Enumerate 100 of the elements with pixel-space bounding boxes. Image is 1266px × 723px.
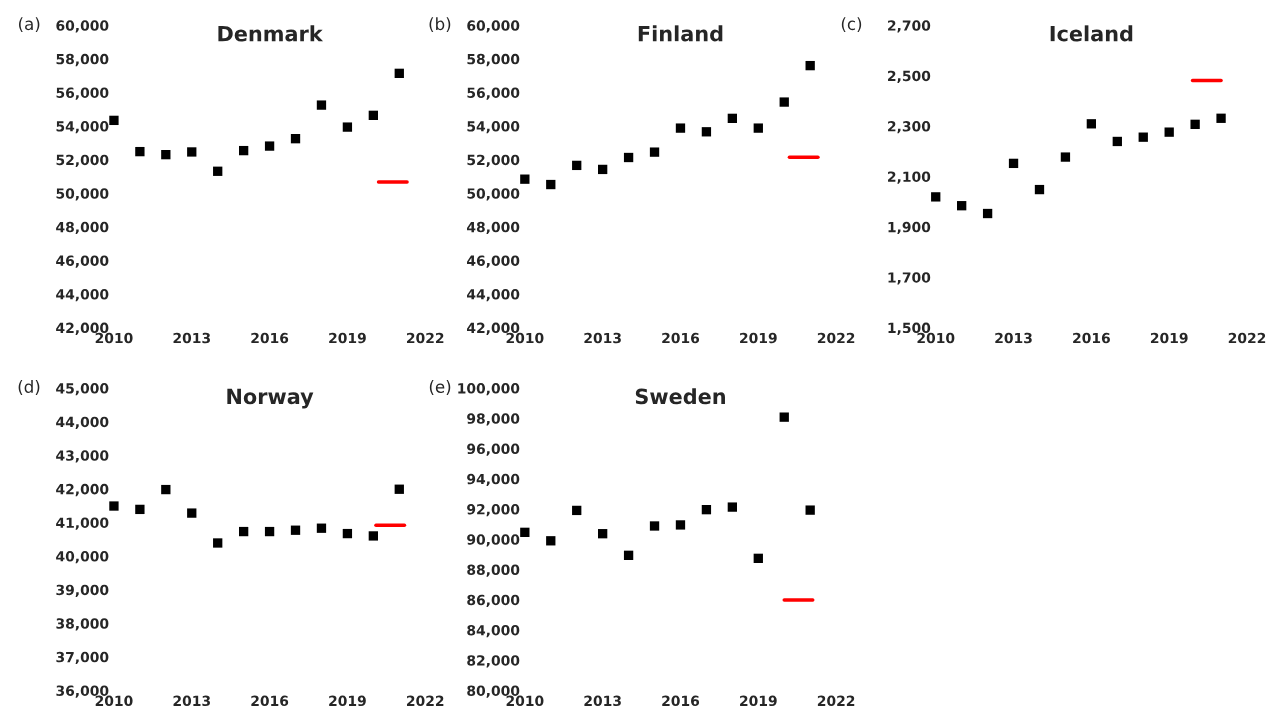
x-tick-label: 2019 xyxy=(329,332,366,344)
point xyxy=(779,412,789,422)
text: (a) xyxy=(19,17,40,33)
y-tick-label: 84,000 xyxy=(467,624,520,638)
y-tick-label: 58,000 xyxy=(56,53,109,67)
point xyxy=(1008,158,1019,169)
point xyxy=(805,60,815,71)
point xyxy=(1216,113,1226,123)
y-tick-label: 37,000 xyxy=(56,651,109,665)
point xyxy=(238,526,249,537)
point xyxy=(572,160,582,171)
y-tick-label: 60,000 xyxy=(56,20,109,33)
point xyxy=(238,145,249,156)
x-tick-label: 2016 xyxy=(251,695,289,707)
point xyxy=(213,166,223,176)
text: (b) xyxy=(429,17,451,33)
point xyxy=(316,100,327,110)
y-tick-label: 46,000 xyxy=(467,255,520,268)
text: (d) xyxy=(18,380,40,395)
y-tick-label: 40,000 xyxy=(56,551,109,564)
chart-title: Iceland xyxy=(1050,25,1133,42)
point xyxy=(649,521,660,531)
y-tick-label: 98,000 xyxy=(467,413,520,426)
point xyxy=(598,529,608,539)
y-tick-label: 38,000 xyxy=(56,618,109,631)
point xyxy=(982,208,993,219)
y-tick-label: 2,700 xyxy=(888,20,931,33)
y-tick-label: 50,000 xyxy=(467,188,520,201)
y-tick-label: 90,000 xyxy=(467,534,520,547)
point xyxy=(1138,132,1148,142)
x-tick-label: 2022 xyxy=(406,332,444,344)
x-tick-label: 2022 xyxy=(1228,332,1266,344)
point xyxy=(213,538,223,548)
y-tick-label: 1,900 xyxy=(888,221,931,235)
y-tick-label: 100,000 xyxy=(458,383,520,396)
chart-title: Denmark xyxy=(218,25,324,42)
x-tick-label: 2022 xyxy=(817,695,855,707)
y-tick-label: 39,000 xyxy=(56,584,109,597)
point xyxy=(675,520,686,530)
x-tick-label: 2013 xyxy=(584,332,621,344)
y-tick-label: 41,000 xyxy=(56,517,109,530)
point xyxy=(520,174,530,184)
point xyxy=(753,123,763,133)
point xyxy=(109,501,119,511)
point xyxy=(394,68,404,78)
y-tick-label: 56,000 xyxy=(467,87,520,100)
point xyxy=(1034,184,1045,195)
y-tick-label: 94,000 xyxy=(467,473,520,487)
point xyxy=(957,201,967,211)
point xyxy=(394,484,404,494)
x-tick-label: 2013 xyxy=(584,695,621,707)
text: (e) xyxy=(429,380,451,395)
x-tick-label: 2019 xyxy=(740,332,777,344)
y-tick-label: 42,000 xyxy=(56,483,109,497)
y-tick-label: 48,000 xyxy=(56,221,109,235)
point xyxy=(316,523,327,533)
point xyxy=(931,192,941,202)
point xyxy=(727,113,738,124)
point xyxy=(290,525,301,535)
x-tick-label: 2016 xyxy=(662,695,700,707)
point xyxy=(161,484,171,495)
y-tick-label: 44,000 xyxy=(56,289,109,302)
y-tick-label: 54,000 xyxy=(56,121,109,134)
point xyxy=(1060,152,1071,162)
point xyxy=(109,115,119,126)
y-tick-label: 60,000 xyxy=(467,20,520,33)
y-tick-label: 88,000 xyxy=(467,564,520,577)
y-tick-label: 86,000 xyxy=(467,594,520,608)
point xyxy=(187,508,197,518)
point xyxy=(368,110,378,120)
y-tick-label: 50,000 xyxy=(56,188,109,201)
x-tick-label: 2019 xyxy=(1150,332,1188,344)
point xyxy=(342,528,353,539)
point xyxy=(1086,119,1097,129)
point xyxy=(623,152,634,163)
point xyxy=(753,553,763,563)
x-tick-label: 2016 xyxy=(662,332,700,344)
point xyxy=(135,146,145,157)
point xyxy=(290,134,301,144)
y-tick-label: 52,000 xyxy=(56,154,109,167)
point xyxy=(701,127,712,137)
point xyxy=(520,527,530,537)
y-tick-label: 1,700 xyxy=(888,272,931,285)
point xyxy=(264,526,275,537)
point xyxy=(368,531,378,541)
x-tick-label: 2013 xyxy=(995,332,1032,344)
chart-title: Sweden xyxy=(635,388,725,405)
point xyxy=(342,122,353,132)
chart-title: Norway xyxy=(227,388,314,409)
x-tick-label: 2016 xyxy=(251,332,289,344)
point xyxy=(649,147,660,157)
y-tick-label: 56,000 xyxy=(56,87,109,100)
point xyxy=(1190,119,1200,129)
point xyxy=(161,149,171,160)
point xyxy=(805,505,815,515)
y-tick-label: 54,000 xyxy=(467,121,520,134)
y-tick-label: 2,300 xyxy=(888,121,931,134)
y-tick-label: 48,000 xyxy=(467,221,520,235)
point xyxy=(675,123,686,133)
y-tick-label: 92,000 xyxy=(467,504,520,517)
